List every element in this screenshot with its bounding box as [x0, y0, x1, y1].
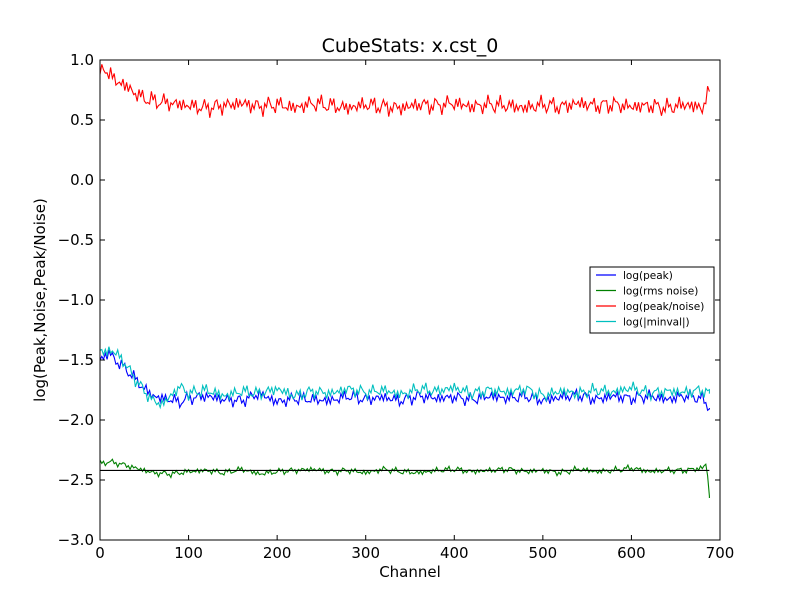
- y-tick-label: −2.0: [58, 411, 94, 429]
- chart-title: CubeStats: x.cst_0: [322, 35, 499, 57]
- y-tick-label: −2.5: [58, 471, 94, 489]
- series-layer: [100, 64, 710, 498]
- x-tick-label: 500: [529, 544, 558, 562]
- x-tick-label: 600: [617, 544, 646, 562]
- y-axis-label: log(Peak,Noise,Peak/Noise): [31, 198, 49, 402]
- y-axis: −3.0 −2.5 −2.0 −1.5 −1.0 −0.5 0.0 0.5 1.0: [58, 51, 720, 549]
- legend-label: log(|minval|): [623, 317, 690, 329]
- x-tick-label: 400: [440, 544, 469, 562]
- legend: log(peak) log(rms noise) log(peak/noise) lo…: [589, 266, 715, 334]
- series-line: [100, 346, 710, 410]
- x-tick-label: 100: [174, 544, 203, 562]
- y-tick-label: −3.0: [58, 531, 94, 549]
- x-tick-label: 700: [706, 544, 735, 562]
- x-axis-label: Channel: [379, 563, 441, 581]
- y-tick-label: −1.0: [58, 291, 94, 309]
- y-tick-label: 0.5: [70, 111, 94, 129]
- y-tick-label: −0.5: [58, 231, 94, 249]
- y-tick-label: 1.0: [70, 51, 94, 69]
- x-tick-label: 200: [263, 544, 292, 562]
- y-tick-label: −1.5: [58, 351, 94, 369]
- legend-label: log(peak): [623, 270, 673, 282]
- legend-label: log(rms noise): [623, 286, 698, 298]
- y-tick-label: 0.0: [70, 171, 94, 189]
- legend-label: log(peak/noise): [623, 301, 704, 313]
- x-tick-label: 300: [351, 544, 380, 562]
- x-axis: 0 100 200 300 400 500 600 700: [95, 60, 734, 562]
- x-tick-label: 0: [95, 544, 105, 562]
- series-line: [100, 64, 710, 118]
- series-line: [100, 349, 710, 412]
